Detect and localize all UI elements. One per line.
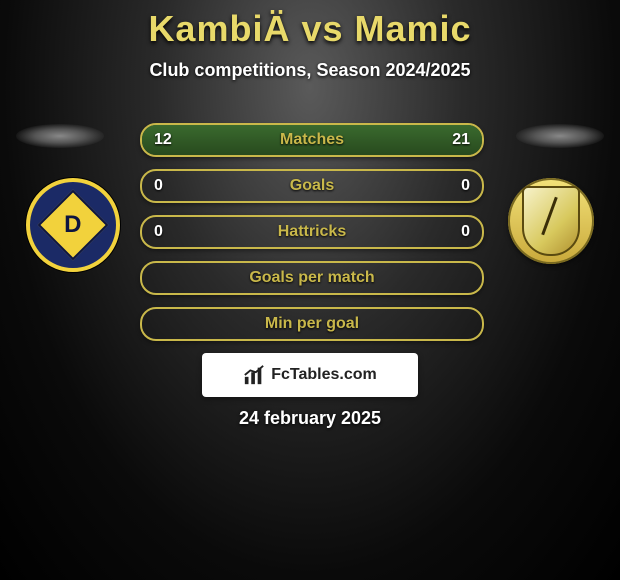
comparison-date: 24 february 2025 — [0, 408, 620, 429]
bar-chart-icon — [243, 364, 265, 386]
stat-row-goals-per-match: Goals per match — [140, 261, 484, 295]
stat-left-value: 0 — [154, 223, 163, 241]
stat-row-matches: 12 21 Matches — [140, 123, 484, 157]
stat-label: Matches — [280, 131, 344, 149]
crest-letter: D — [64, 211, 81, 239]
stat-left-value: 0 — [154, 177, 163, 195]
page-subtitle: Club competitions, Season 2024/2025 — [0, 60, 620, 81]
stat-right-value: 0 — [461, 223, 470, 241]
crest-diamond: D — [38, 190, 109, 261]
crest-shield — [522, 186, 580, 256]
stat-row-min-per-goal: Min per goal — [140, 307, 484, 341]
away-club-crest[interactable] — [508, 178, 594, 264]
home-club-crest[interactable]: D — [26, 178, 120, 272]
stat-label: Goals per match — [249, 269, 374, 287]
shadow-left — [16, 124, 104, 148]
page-title: KambiÄ vs Mamic — [0, 8, 620, 50]
stat-right-value: 0 — [461, 177, 470, 195]
fctables-logo[interactable]: FcTables.com — [202, 353, 418, 397]
stat-left-value: 12 — [154, 131, 172, 149]
comparison-card: KambiÄ vs Mamic Club competitions, Seaso… — [0, 0, 620, 580]
stat-label: Goals — [290, 177, 334, 195]
stat-right-value: 21 — [452, 131, 470, 149]
shadow-right — [516, 124, 604, 148]
stat-row-hattricks: 0 0 Hattricks — [140, 215, 484, 249]
fctables-label: FcTables.com — [271, 366, 377, 384]
stat-row-goals: 0 0 Goals — [140, 169, 484, 203]
stat-label: Hattricks — [278, 223, 346, 241]
stat-label: Min per goal — [265, 315, 359, 333]
